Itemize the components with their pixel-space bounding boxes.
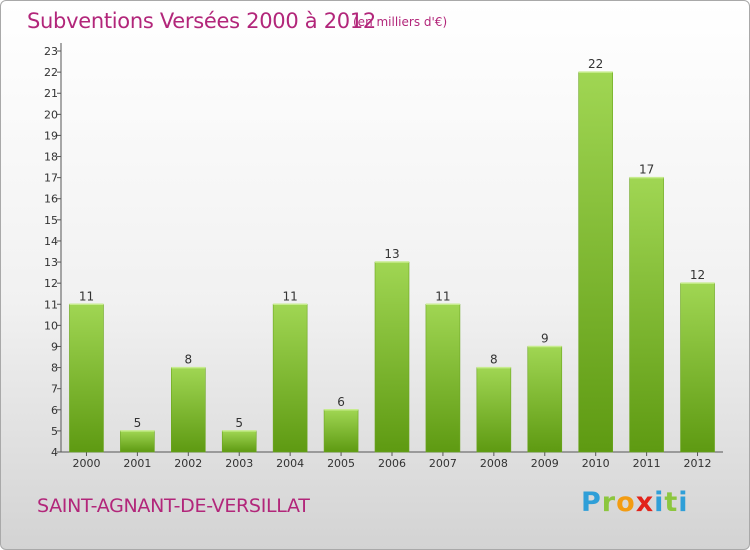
x-tick-label: 2005: [327, 457, 355, 470]
commune-name: SAINT-AGNANT-DE-VERSILLAT: [37, 495, 310, 517]
y-tick-label: 17: [44, 172, 58, 185]
x-tick-label: 2010: [582, 457, 610, 470]
x-tick-label: 2007: [429, 457, 457, 470]
x-tick-label: 2008: [480, 457, 508, 470]
x-tick-label: 2000: [72, 457, 100, 470]
bar: [425, 303, 461, 453]
y-tick-label: 10: [44, 319, 58, 332]
bar: [171, 367, 206, 453]
data-label: 6: [337, 395, 345, 409]
y-tick-label: 23: [44, 45, 58, 58]
chart-subtitle: (en milliers d'€): [353, 15, 448, 29]
x-tick-label: 2002: [174, 457, 202, 470]
y-tick-label: 4: [51, 446, 58, 459]
bar: [527, 346, 563, 453]
bar: [120, 430, 155, 453]
y-tick-label: 12: [44, 277, 58, 290]
data-label: 8: [184, 353, 192, 367]
x-tick-label: 2012: [684, 457, 712, 470]
data-label: 8: [490, 353, 498, 367]
x-tick-label: 2004: [276, 457, 304, 470]
bar: [272, 303, 308, 453]
data-label: 13: [384, 247, 399, 261]
y-tick-label: 7: [51, 383, 58, 396]
y-tick-label: 5: [51, 425, 58, 438]
bar: [323, 409, 359, 453]
y-tick-label: 22: [44, 66, 58, 79]
data-label: 11: [435, 289, 450, 303]
y-tick-label: 11: [44, 298, 58, 311]
data-label: 11: [283, 289, 298, 303]
data-label: 12: [690, 268, 705, 282]
x-tick-label: 2011: [633, 457, 661, 470]
bar: [578, 71, 613, 453]
bar: [374, 261, 410, 453]
y-tick-label: 20: [44, 108, 58, 121]
y-tick-label: 16: [44, 193, 58, 206]
y-tick-label: 15: [44, 214, 58, 227]
y-tick-label: 6: [51, 404, 58, 417]
x-tick-label: 2009: [531, 457, 559, 470]
y-tick-label: 18: [44, 151, 58, 164]
data-label: 17: [639, 163, 654, 177]
data-label: 22: [588, 57, 603, 71]
data-label: 5: [235, 416, 243, 430]
proxiti-logo: Proxiti: [581, 487, 689, 518]
bar: [629, 177, 664, 453]
chart-title: Subventions Versées 2000 à 2012: [27, 9, 376, 33]
y-tick-label: 8: [51, 362, 58, 375]
x-tick-label: 2003: [225, 457, 253, 470]
bar: [680, 282, 715, 453]
bar: [476, 367, 512, 453]
y-tick-label: 9: [51, 340, 58, 353]
y-tick-label: 14: [44, 235, 58, 248]
bar: [69, 303, 104, 453]
bar: [221, 430, 257, 453]
y-tick-label: 19: [44, 129, 58, 142]
x-tick-label: 2001: [123, 457, 151, 470]
data-label: 5: [134, 416, 142, 430]
y-tick-label: 21: [44, 87, 58, 100]
data-label: 11: [79, 289, 94, 303]
data-label: 9: [541, 331, 549, 345]
x-tick-label: 2006: [378, 457, 406, 470]
y-tick-label: 13: [44, 256, 58, 269]
